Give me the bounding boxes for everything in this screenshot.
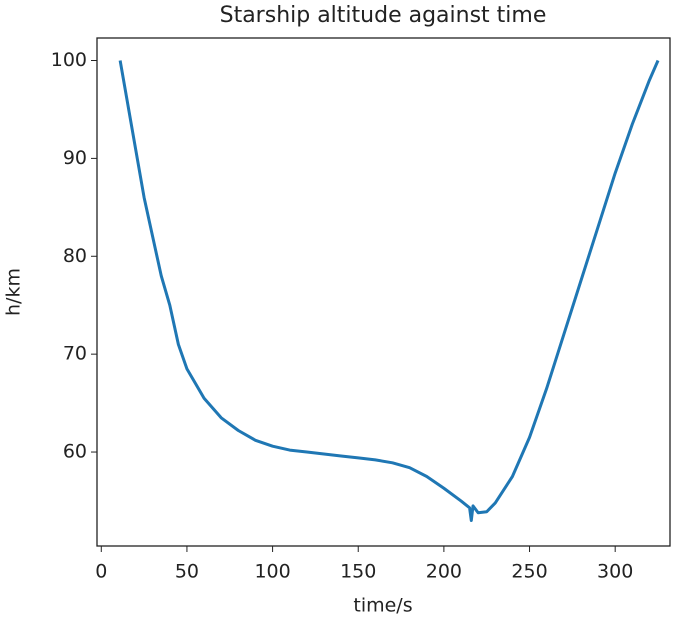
x-tick-label: 250 [511,561,547,583]
x-tick-label: 50 [175,561,199,583]
y-tick-label: 70 [63,343,87,365]
chart-title: Starship altitude against time [220,3,547,28]
y-tick-label: 100 [51,49,87,71]
x-tick-label: 300 [597,561,633,583]
y-tick-label: 60 [63,441,87,463]
x-tick-label: 150 [340,561,376,583]
plot-frame [96,37,671,547]
x-axis-label: time/s [353,595,412,617]
x-tick-label: 200 [426,561,462,583]
data-line [118,59,660,523]
x-tick-label: 100 [254,561,290,583]
y-axis-label: h/km [3,268,25,316]
y-tick-label: 90 [63,147,87,169]
x-tick-label: 0 [95,561,107,583]
y-tick-label: 80 [63,245,87,267]
